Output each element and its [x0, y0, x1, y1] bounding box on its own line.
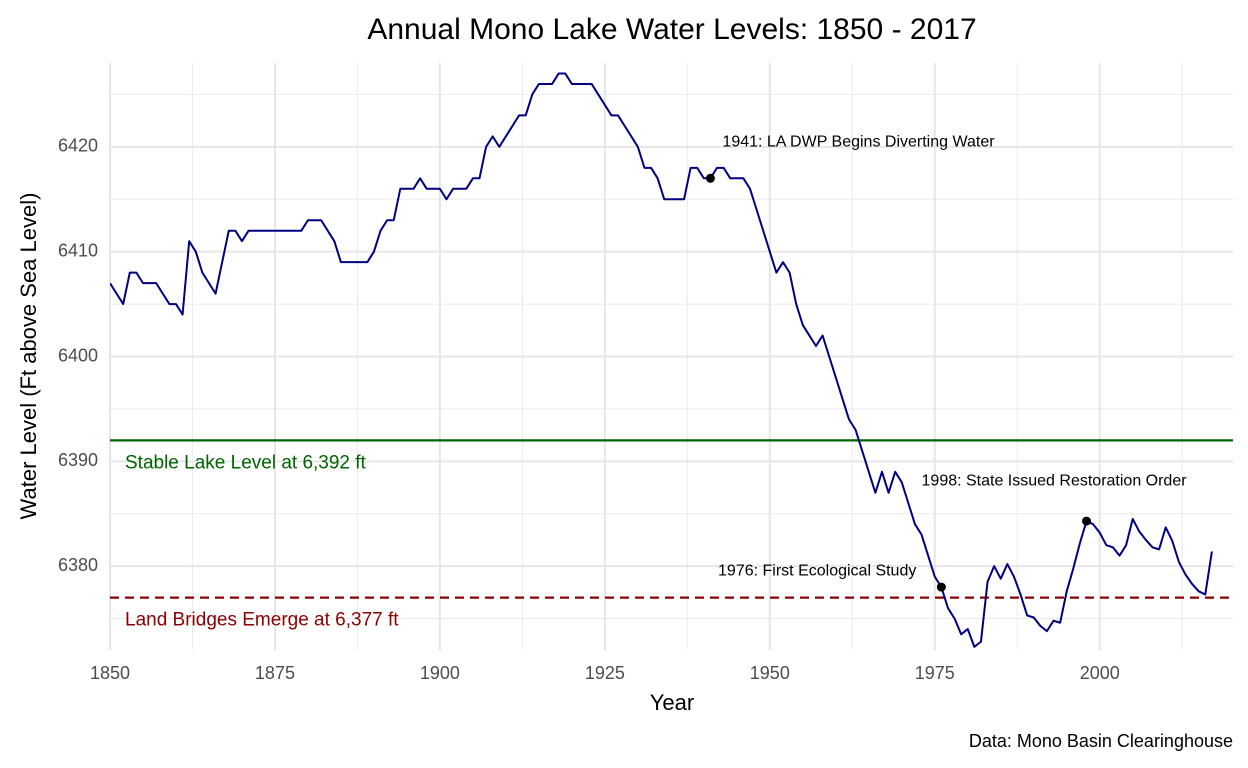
- y-tick-label: 6420: [58, 136, 98, 156]
- x-axis-title: Year: [650, 690, 694, 715]
- y-tick-label: 6390: [58, 450, 98, 470]
- annotation-label: 1941: LA DWP Begins Diverting Water: [722, 134, 995, 151]
- annotation-point: [936, 582, 946, 592]
- x-tick-label: 1925: [585, 663, 625, 683]
- caption: Data: Mono Basin Clearinghouse: [969, 731, 1233, 751]
- reference-label: Stable Lake Level at 6,392 ft: [125, 452, 367, 473]
- annotation-label: 1976: First Ecological Study: [718, 562, 916, 579]
- x-tick-label: 1950: [750, 663, 790, 683]
- x-tick-label: 1875: [255, 663, 295, 683]
- reference-label: Land Bridges Emerge at 6,377 ft: [125, 610, 399, 631]
- grid: [109, 63, 1233, 650]
- annotation-label: 1998: State Issued Restoration Order: [922, 472, 1188, 489]
- line: [110, 72, 1213, 648]
- x-tick-label: 1900: [420, 663, 460, 683]
- y-tick-label: 6410: [58, 240, 98, 260]
- y-axis-title: Water Level (Ft above Sea Level): [16, 193, 41, 520]
- annotation-point: [705, 173, 715, 183]
- x-tick-label: 1850: [90, 663, 130, 683]
- y-tick-label: 6400: [58, 345, 98, 365]
- plot-area: 1941: LA DWP Begins Diverting Water 1976:…: [110, 72, 1233, 648]
- y-tick-label: 6380: [58, 555, 98, 575]
- annotation-point: [1082, 516, 1092, 526]
- x-tick-label: 1975: [915, 663, 955, 683]
- chart-title: Annual Mono Lake Water Levels: 1850 - 20…: [367, 13, 976, 46]
- x-tick-label: 2000: [1080, 663, 1120, 683]
